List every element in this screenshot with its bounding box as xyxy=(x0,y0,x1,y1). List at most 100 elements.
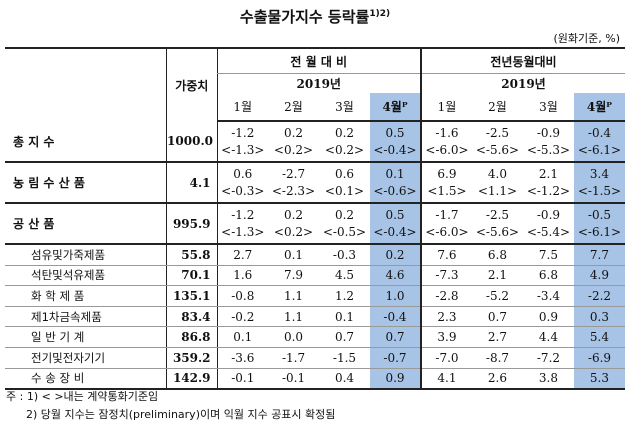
yoy-value: -1.6 xyxy=(435,125,459,140)
yoy-value: -0.5 xyxy=(587,207,612,222)
mom-value: 0.1 xyxy=(216,326,269,348)
mom-value: 0.2 xyxy=(334,125,355,140)
yoy-value: 6.9 xyxy=(437,166,457,181)
mom-value: 0.7 xyxy=(319,326,370,348)
row-weight: 995.9 xyxy=(166,203,218,245)
mom-cell: 0.1 <-0.6> xyxy=(369,162,421,204)
yoy-cell: 3.4 <-1.5> xyxy=(573,162,625,204)
yoy-year: 2019년 xyxy=(419,73,625,93)
note-2: 2) 당월 지수는 잠정치(preliminary)이며 익월 지수 공표시 확… xyxy=(26,408,336,421)
table-row: 전기및전자기기 359.2 -3.6 -1.7 -1.5 -0.7 -7.0 -8.7 -7.2… xyxy=(5,347,625,369)
yoy-contract-value: <1.5> xyxy=(427,183,467,198)
mom-contract-value: <-1.3> xyxy=(221,224,265,239)
yoy-value: 2.3 xyxy=(419,306,472,328)
mom-cell: 0.2 <0.2> xyxy=(319,121,370,163)
row-name: 공 산 품 xyxy=(5,203,167,245)
mom-value: -0.4 xyxy=(369,306,421,328)
mom-cell: 0.2 <0.2> xyxy=(268,121,319,163)
mom-value: -0.1 xyxy=(216,368,269,391)
yoy-value: 2.6 xyxy=(471,368,523,391)
yoy-value: 5.3 xyxy=(573,368,625,391)
mom-contract-value: <0.1> xyxy=(324,183,365,198)
subrow-weight: 86.8 xyxy=(166,326,218,348)
mom-value: 0.2 xyxy=(334,207,355,222)
subrow-name: 석탄및석유제품 xyxy=(5,265,167,287)
yoy-value: -0.4 xyxy=(587,125,612,140)
yoy-cell: -1.6 <-6.0> xyxy=(419,121,472,163)
mom-cell: 0.6 <-0.3> xyxy=(216,162,269,204)
yoy-cell: 4.0 <1.1> xyxy=(471,162,523,204)
yoy-cell: -0.9 <-5.4> xyxy=(522,203,574,245)
table-row: 총 지 수 1000.0 -1.2 <-1.3> 0.2 <0.2> 0.2 <0.2> 0.5… xyxy=(5,121,625,163)
mom-cell: -1.2 <-1.3> xyxy=(216,203,269,245)
mom-value: 7.9 xyxy=(268,265,319,287)
mom-value: 0.2 xyxy=(369,244,421,266)
mom-contract-value: <-0.4> xyxy=(373,142,417,157)
mom-value: 4.5 xyxy=(319,265,370,287)
mom-cell: 0.5 <-0.4> xyxy=(369,203,421,245)
mom-cell: 0.6 <0.1> xyxy=(319,162,370,204)
mom-value: 0.6 xyxy=(334,166,355,181)
mom-contract-value: <-0.6> xyxy=(373,183,417,198)
page-title: 수출물가지수 등락률1)2) xyxy=(239,8,391,26)
yoy-cell: -1.7 <-6.0> xyxy=(419,203,472,245)
yoy-contract-value: <-6.1> xyxy=(577,224,622,239)
subrow-name: 일 반 기 계 xyxy=(5,326,167,348)
yoy-contract-value: <-6.0> xyxy=(425,142,469,157)
footnotes: 주 : 1) < >내는 계약통화기준임 2) 당월 지수는 잠정치(preli… xyxy=(6,388,335,424)
mom-value: 1.1 xyxy=(268,285,319,307)
yoy-contract-value: <-6.1> xyxy=(577,142,622,157)
mom-value: 0.2 xyxy=(283,125,304,140)
table-row: 섬유및가죽제품 55.8 2.7 0.1 -0.3 0.2 7.6 6.8 7.5 7.7 xyxy=(5,244,625,266)
row-weight: 1000.0 xyxy=(166,121,218,163)
row-name: 농 림 수 산 품 xyxy=(5,162,167,204)
yoy-cell: 6.9 <1.5> xyxy=(419,162,472,204)
mom-value: 0.1 xyxy=(385,166,405,181)
yoy-value: 4.4 xyxy=(522,326,574,348)
mom-contract-value: <-0.3> xyxy=(221,183,265,198)
notes-label: 주 : xyxy=(6,390,24,403)
mom-value: 1.1 xyxy=(268,306,319,328)
yoy-contract-value: <-1.2> xyxy=(526,183,571,198)
mom-value: -0.7 xyxy=(369,347,421,369)
mom-value: 0.1 xyxy=(268,244,319,266)
table-row: 제1차금속제품 83.4 -0.2 1.1 0.1 -0.4 2.3 0.7 0.9 0.3 xyxy=(5,306,625,328)
yoy-value: 2.1 xyxy=(471,265,523,287)
yoy-contract-value: <-6.0> xyxy=(425,224,469,239)
mom-value: -0.2 xyxy=(216,306,269,328)
mom-value: 2.7 xyxy=(216,244,269,266)
mom-contract-value: <0.2> xyxy=(273,224,314,239)
yoy-value: 7.5 xyxy=(522,244,574,266)
yoy-value: 4.9 xyxy=(573,265,625,287)
yoy-value: -1.7 xyxy=(435,207,459,222)
mom-value: 0.5 xyxy=(385,125,405,140)
mom-value: -0.1 xyxy=(268,368,319,391)
mom-contract-value: <-0.4> xyxy=(373,224,417,239)
subrow-name: 수 송 장 비 xyxy=(5,368,167,391)
yoy-value: 2.7 xyxy=(471,326,523,348)
mom-value: 0.6 xyxy=(233,166,253,181)
mom-contract-value: <0.2> xyxy=(324,142,365,157)
yoy-value: 0.9 xyxy=(522,306,574,328)
subrow-name: 섬유및가죽제품 xyxy=(5,244,167,266)
yoy-value: -2.8 xyxy=(419,285,472,307)
mom-value: 0.5 xyxy=(385,207,405,222)
mom-value: -2.7 xyxy=(281,166,306,181)
yoy-value: -2.5 xyxy=(485,125,510,140)
yoy-cell: -0.4 <-6.1> xyxy=(573,121,625,163)
mom-value: 0.0 xyxy=(268,326,319,348)
subrow-name: 제1차금속제품 xyxy=(5,306,167,328)
yoy-cell: -2.5 <-5.6> xyxy=(471,121,523,163)
mom-value: 0.1 xyxy=(319,306,370,328)
mom-value: 1.2 xyxy=(319,285,370,307)
yoy-contract-value: <-5.6> xyxy=(475,224,520,239)
subrow-name: 전기및전자기기 xyxy=(5,347,167,369)
yoy-cell: 2.1 <-1.2> xyxy=(522,162,574,204)
table-row: 일 반 기 계 86.8 0.1 0.0 0.7 0.7 3.9 2.7 4.4 5.4 xyxy=(5,326,625,348)
mom-cell: 0.2 <0.2> xyxy=(268,203,319,245)
subrow-weight: 83.4 xyxy=(166,306,218,328)
yoy-cell: -0.5 <-6.1> xyxy=(573,203,625,245)
mom-value: 1.6 xyxy=(216,265,269,287)
yoy-contract-value: <-5.3> xyxy=(526,142,571,157)
mom-value: -3.6 xyxy=(216,347,269,369)
